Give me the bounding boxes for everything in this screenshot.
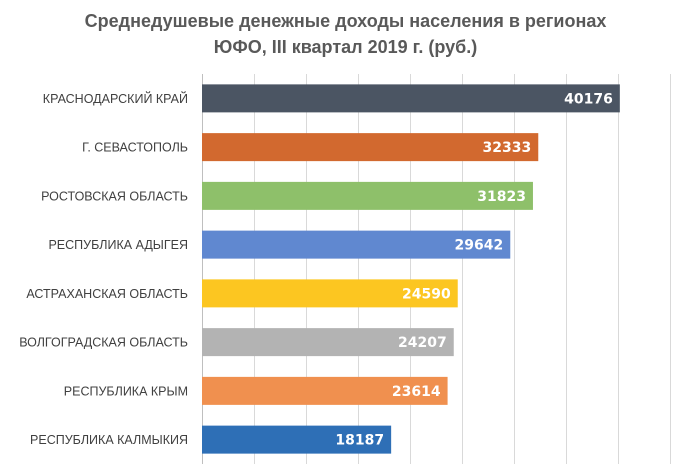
- category-labels: КРАСНОДАРСКИЙ КРАЙ Г. СЕВАСТОПОЛЬ РОСТОВСК…: [19, 91, 188, 447]
- category-label: РЕСПУБЛИКА АДЫГЕЯ: [48, 238, 188, 252]
- category-label: РЕСПУБЛИКА КРЫМ: [64, 384, 188, 398]
- value-label: 40176: [564, 91, 613, 107]
- bar: [202, 181, 533, 210]
- category-label: РОСТОВСКАЯ ОБЛАСТЬ: [41, 189, 188, 203]
- category-label: КРАСНОДАРСКИЙ КРАЙ: [43, 91, 188, 106]
- value-label: 29642: [455, 238, 504, 254]
- value-label: 23614: [392, 384, 441, 400]
- value-labels: 40176 32333 31823 29642 24590 24207 23614 18187: [335, 91, 612, 448]
- value-label: 24590: [402, 286, 451, 302]
- value-label: 18187: [335, 433, 384, 449]
- bar: [202, 84, 620, 113]
- chart-title: Среднедушевые денежные доходы населения …: [0, 8, 691, 60]
- bar: [202, 230, 511, 259]
- category-label: ВОЛГОГРАДСКАЯ ОБЛАСТЬ: [19, 336, 188, 350]
- category-label: Г. СЕВАСТОПОЛЬ: [82, 141, 188, 155]
- bar: [202, 133, 539, 162]
- grid-lines: [202, 74, 671, 464]
- bar: [202, 425, 392, 454]
- chart-title-line-1: Среднедушевые денежные доходы населения …: [84, 11, 607, 31]
- bar: [202, 328, 454, 357]
- chart-title-line-2: ЮФО, III квартал 2019 г. (руб.): [213, 37, 478, 57]
- value-label: 24207: [398, 335, 447, 351]
- value-label: 32333: [483, 140, 532, 156]
- category-label: РЕСПУБЛИКА КАЛМЫКИЯ: [30, 433, 188, 447]
- bar: [202, 376, 448, 405]
- value-label: 31823: [477, 189, 526, 205]
- bar: [202, 279, 458, 308]
- category-label: АСТРАХАНСКАЯ ОБЛАСТЬ: [26, 287, 188, 301]
- bars: [202, 84, 620, 454]
